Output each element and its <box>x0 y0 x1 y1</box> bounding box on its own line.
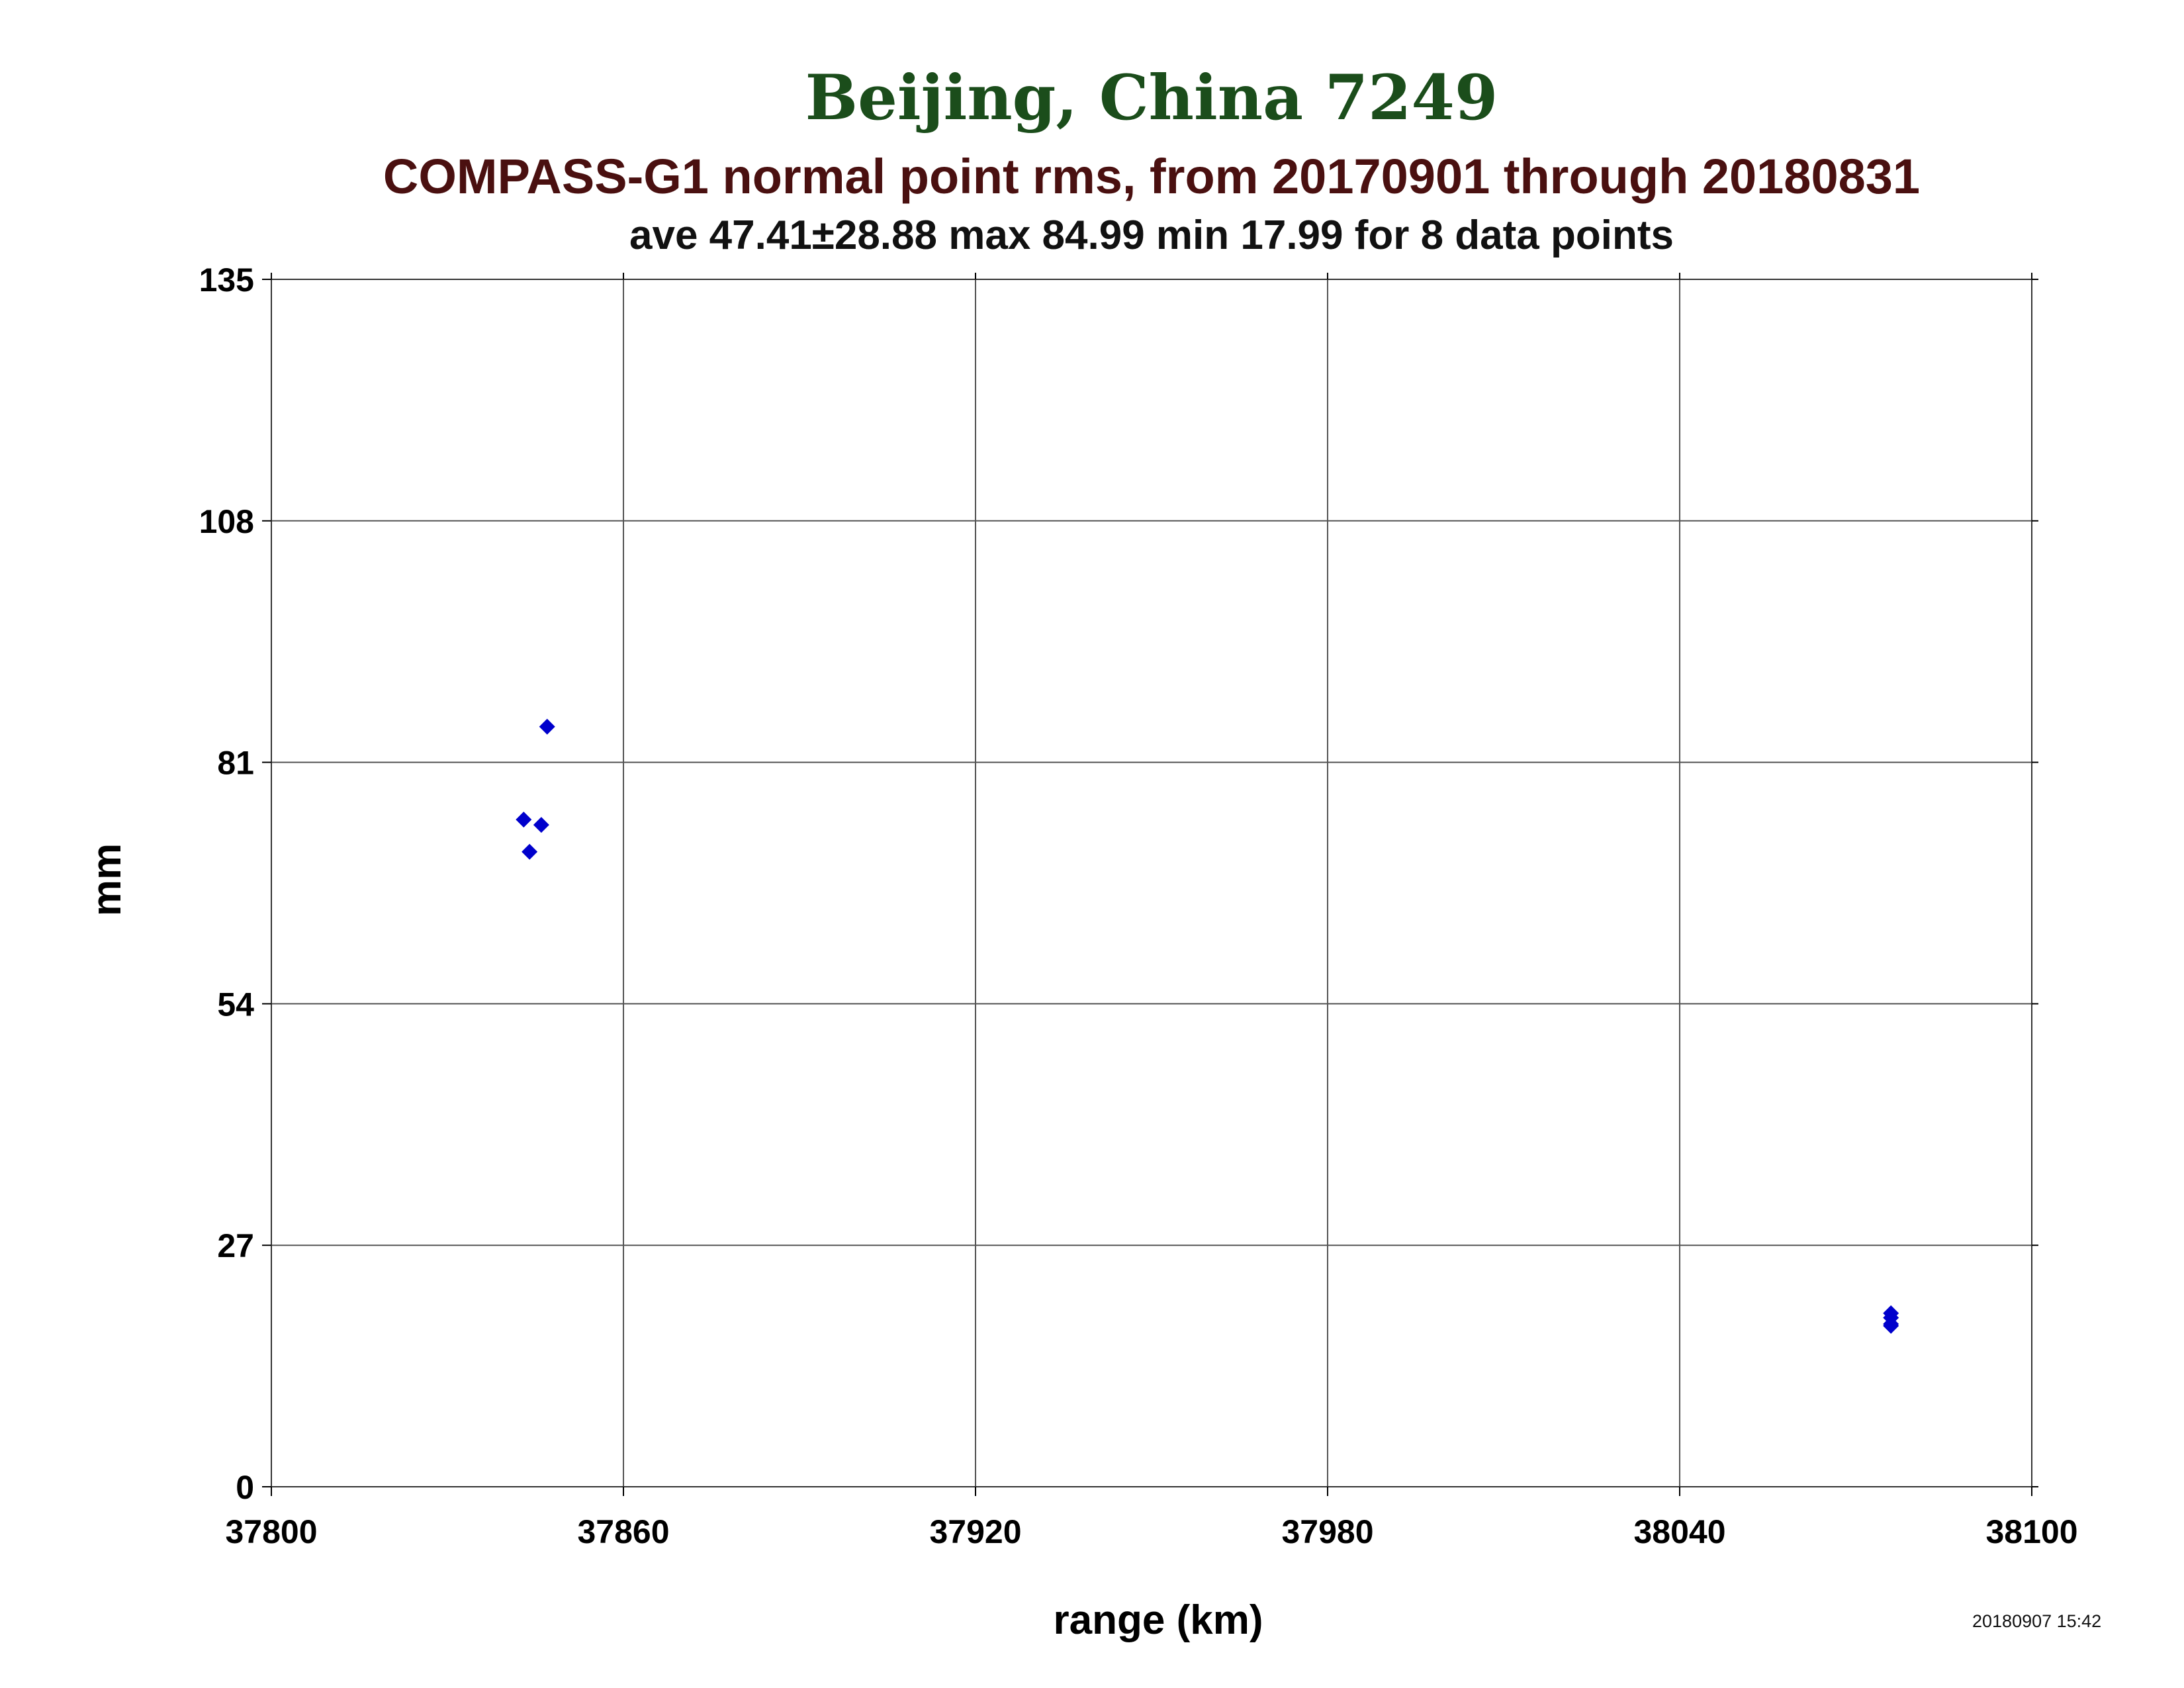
x-tick-label: 37860 <box>577 1513 669 1550</box>
chart-title: Beijing, China 7249 <box>805 62 1498 134</box>
data-points <box>516 718 1899 1334</box>
data-point <box>516 812 532 828</box>
data-point <box>1883 1317 1899 1334</box>
x-axis-label: range (km) <box>1054 1597 1263 1643</box>
y-axis-ticks: 0 27 54 81 108 135 <box>199 261 2038 1506</box>
y-tick-label: 0 <box>236 1469 254 1506</box>
y-tick-label: 54 <box>217 986 254 1023</box>
grid <box>271 279 2032 1487</box>
x-tick-label: 38100 <box>1985 1513 2077 1550</box>
plot-frame <box>271 279 2032 1487</box>
chart-stats: ave 47.41±28.88 max 84.99 min 17.99 for … <box>629 212 1674 258</box>
x-tick-label: 37920 <box>929 1513 1021 1550</box>
timestamp: 20180907 15:42 <box>1972 1611 2102 1631</box>
y-axis-label: mm <box>84 843 130 916</box>
y-tick-label: 81 <box>217 745 254 782</box>
data-point <box>539 718 555 735</box>
x-tick-label: 37980 <box>1281 1513 1373 1550</box>
x-tick-label: 38040 <box>1633 1513 1725 1550</box>
data-point <box>522 843 538 860</box>
chart-subtitle: COMPASS-G1 normal point rms, from 201709… <box>383 149 1921 204</box>
y-tick-label: 27 <box>217 1227 254 1264</box>
data-point <box>533 817 549 833</box>
y-tick-label: 135 <box>199 261 254 299</box>
x-tick-label: 37800 <box>225 1513 317 1550</box>
x-axis-ticks: 37800 37860 37920 37980 38040 38100 <box>225 273 2078 1550</box>
y-tick-label: 108 <box>199 503 254 540</box>
